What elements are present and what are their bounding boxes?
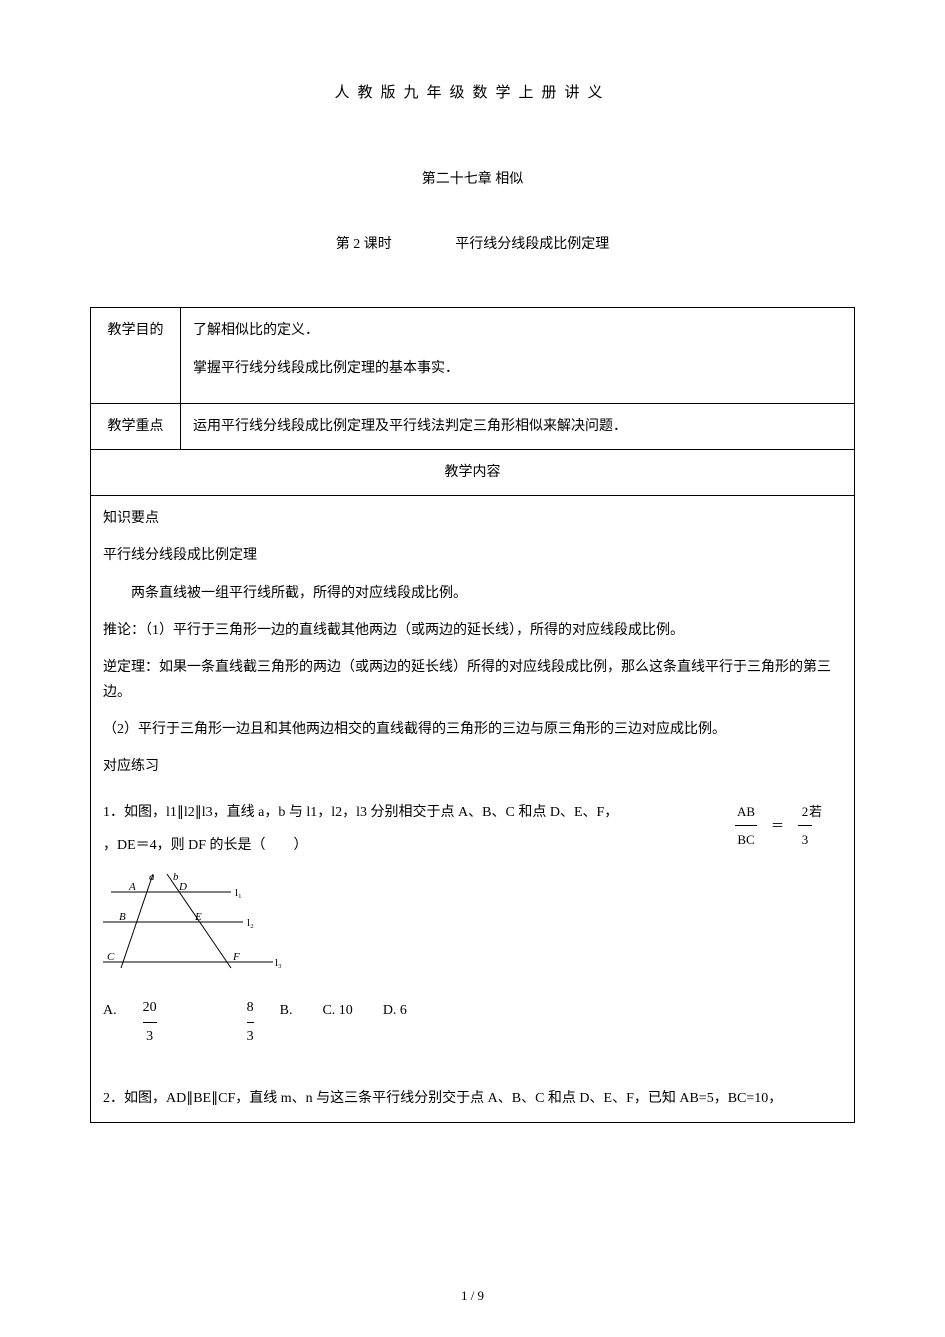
knowledge-title: 知识要点	[103, 506, 842, 531]
corollary-1: 推论：（1）平行于三角形一边的直线截其他两边（或两边的延长线），所得的对应线段成…	[103, 618, 842, 643]
opt-a-den: 3	[143, 1027, 157, 1047]
svg-text:l₃: l₃	[275, 957, 282, 969]
opt-b-den: 3	[247, 1027, 254, 1047]
question-1: 1．如图，l1∥l2∥l3，直线 a，b 与 l1，l2，l3 分别相交于点 A…	[103, 800, 842, 1047]
chapter-title: 第二十七章 相似	[90, 167, 855, 192]
q1-fraction: AB BC ＝ 2 3 若	[735, 800, 812, 852]
q1-part2: ，DE＝4，则 DF 的长是（ ）	[103, 833, 842, 858]
lesson-name: 平行线分线段成比例定理	[455, 237, 609, 252]
svg-text:A: A	[128, 881, 136, 893]
question-2: 2．如图，AD∥BE∥CF，直线 m、n 与这三条平行线分别交于点 A、B、C …	[103, 1086, 842, 1111]
page-number: 1 / 9	[461, 1284, 484, 1307]
q1-answers: A. 20 3 8 3 B.	[103, 998, 842, 1046]
svg-text:F: F	[232, 951, 240, 963]
svg-text:C: C	[107, 951, 115, 963]
opt-b-bar	[247, 1022, 254, 1023]
svg-text:l₁: l₁	[235, 887, 242, 899]
opt-b-label: B.	[280, 998, 293, 1023]
frac-bar-left	[735, 825, 757, 826]
opt-b-num: 8	[247, 998, 254, 1018]
q1-option-d: D. 6	[383, 998, 407, 1023]
inverse-theorem: 逆定理：如果一条直线截三角形的两边（或两边的延长线）所得的对应线段成比例，那么这…	[103, 655, 842, 705]
q1-option-a: A. 20 3	[103, 998, 157, 1046]
theorem-body: 两条直线被一组平行线所截，所得的对应线段成比例。	[103, 581, 842, 606]
theorem-title: 平行线分线段成比例定理	[103, 543, 842, 568]
q1-diagram: a b A D l₁ B E l₂ C F l₃	[103, 868, 842, 992]
opt-a-label: A.	[103, 998, 117, 1023]
goal-line-1: 了解相似比的定义．	[193, 318, 842, 343]
q1-part1: 1．如图，l1∥l2∥l3，直线 a，b 与 l1，l2，l3 分别相交于点 A…	[103, 805, 618, 820]
goal-content: 了解相似比的定义． 掌握平行线分线段成比例定理的基本事实．	[181, 308, 855, 403]
svg-text:E: E	[194, 911, 202, 923]
frac-3: 3	[798, 828, 812, 851]
q1-text: 1．如图，l1∥l2∥l3，直线 a，b 与 l1，l2，l3 分别相交于点 A…	[103, 800, 842, 825]
opt-a-bar	[143, 1022, 157, 1023]
frac-bc: BC	[735, 828, 757, 851]
opt-c: C. 10	[322, 998, 352, 1023]
q1-option-c: C. 10	[322, 998, 352, 1023]
practice-title: 对应练习	[103, 754, 842, 779]
frac-equals: ＝	[771, 814, 784, 837]
ruo-text: 若	[809, 800, 822, 823]
lesson-title: 第 2 课时 平行线分线段成比例定理	[90, 232, 855, 257]
frac-bar-right	[798, 825, 812, 826]
corollary-2: （2）平行于三角形一边且和其他两边相交的直线截得的三角形的三边与原三角形的三边对…	[103, 717, 842, 742]
lesson-table: 教学目的 了解相似比的定义． 掌握平行线分线段成比例定理的基本事实． 教学重点 …	[90, 307, 855, 1122]
svg-text:a: a	[149, 871, 155, 883]
svg-text:l₂: l₂	[247, 917, 254, 929]
goal-label: 教学目的	[91, 308, 181, 403]
opt-a-num: 20	[143, 998, 157, 1018]
focus-content: 运用平行线分线段成比例定理及平行线法判定三角形相似来解决问题．	[181, 403, 855, 449]
svg-text:D: D	[178, 881, 187, 893]
content-header: 教学内容	[91, 449, 855, 495]
svg-text:B: B	[119, 911, 126, 923]
q1-option-b: 8 3 B.	[247, 998, 293, 1046]
q2-text: 2．如图，AD∥BE∥CF，直线 m、n 与这三条平行线分别交于点 A、B、C …	[103, 1091, 782, 1106]
frac-ab: AB	[735, 800, 757, 823]
focus-label: 教学重点	[91, 403, 181, 449]
lesson-number: 第 2 课时	[336, 232, 392, 257]
content-body: 知识要点 平行线分线段成比例定理 两条直线被一组平行线所截，所得的对应线段成比例…	[91, 496, 855, 1122]
opt-d: D. 6	[383, 998, 407, 1023]
goal-line-2: 掌握平行线分线段成比例定理的基本事实．	[193, 356, 842, 381]
book-title: 人教版九年级数学上册讲义	[90, 80, 855, 107]
